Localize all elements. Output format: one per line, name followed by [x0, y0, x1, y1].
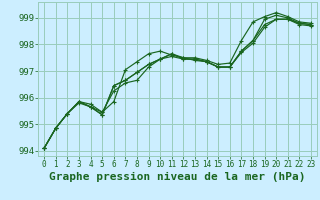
X-axis label: Graphe pression niveau de la mer (hPa): Graphe pression niveau de la mer (hPa)	[49, 172, 306, 182]
